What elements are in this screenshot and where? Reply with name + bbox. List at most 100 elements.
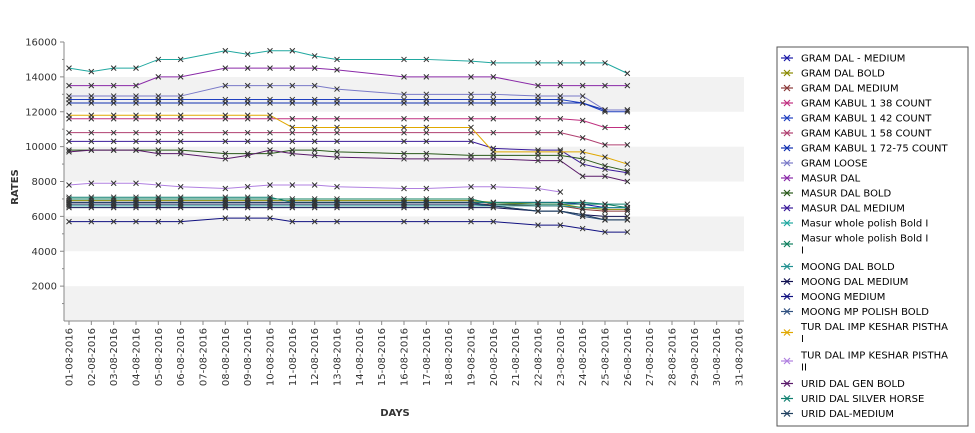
legend-label: MOONG DAL MEDIUM xyxy=(801,277,908,288)
data-point xyxy=(311,115,318,122)
legend-item: GRAM KABUL 1 38 COUNT xyxy=(781,99,932,110)
x-tick-label: 17-08-2016 xyxy=(422,328,433,386)
x-tick-label: 03-08-2016 xyxy=(109,328,120,386)
data-point xyxy=(244,82,251,89)
data-point xyxy=(177,194,184,201)
series xyxy=(66,100,631,113)
data-point xyxy=(423,100,430,106)
legend-swatch-marker xyxy=(783,159,791,167)
data-point xyxy=(177,138,184,145)
data-point xyxy=(88,129,95,136)
data-point xyxy=(267,147,273,153)
data-point xyxy=(133,180,139,187)
data-point xyxy=(244,183,251,190)
data-point xyxy=(423,138,430,145)
data-point xyxy=(244,152,251,159)
data-point xyxy=(177,183,184,190)
data-point xyxy=(535,157,541,164)
data-point xyxy=(490,155,497,162)
x-tick-label: 30-08-2016 xyxy=(712,328,723,386)
data-point xyxy=(334,183,340,190)
data-point xyxy=(401,100,407,106)
data-point xyxy=(557,157,564,164)
data-point xyxy=(110,199,117,206)
legend-swatch-marker xyxy=(783,293,791,300)
legend-label: URID DAL SILVER HORSE xyxy=(801,394,924,405)
data-point xyxy=(311,147,318,153)
data-point xyxy=(289,82,296,89)
legend-swatch-marker xyxy=(783,263,791,270)
legend-item: GRAM KABUL 1 42 COUNT xyxy=(781,114,932,125)
x-tick-label: 19-08-2016 xyxy=(467,328,478,386)
legend-label: GRAM DAL MEDIUM xyxy=(801,84,899,95)
data-point xyxy=(110,129,117,136)
data-point xyxy=(334,129,340,136)
data-point xyxy=(133,138,139,145)
data-point xyxy=(222,100,229,106)
data-point xyxy=(311,199,318,206)
data-point xyxy=(222,150,229,157)
x-axis-title: DAYS xyxy=(380,408,410,419)
data-point xyxy=(535,208,541,214)
data-point xyxy=(490,129,497,136)
data-point xyxy=(244,112,251,119)
data-point xyxy=(602,217,608,223)
data-point xyxy=(110,138,117,145)
data-point xyxy=(155,129,162,136)
data-point xyxy=(177,93,184,99)
data-point xyxy=(155,100,162,106)
data-point xyxy=(177,150,184,157)
data-point xyxy=(579,199,586,206)
legend-item: GRAM DAL MEDIUM xyxy=(781,84,899,95)
data-point xyxy=(155,182,162,188)
data-point xyxy=(468,91,474,98)
data-point xyxy=(624,178,631,185)
data-point xyxy=(66,65,72,72)
data-point xyxy=(66,129,72,136)
x-tick-label: 27-08-2016 xyxy=(645,328,656,386)
data-point xyxy=(133,100,139,106)
legend-item: MOONG MEDIUM xyxy=(781,292,885,303)
data-point xyxy=(222,155,229,162)
data-point xyxy=(490,183,497,190)
data-point xyxy=(133,82,139,89)
y-tick-label: 12000 xyxy=(25,107,57,118)
data-point xyxy=(602,173,608,180)
legend-label: MASUR DAL MEDIUM xyxy=(801,204,905,215)
data-point xyxy=(401,155,407,162)
data-point xyxy=(244,138,251,145)
legend-label: GRAM KABUL 1 42 COUNT xyxy=(801,114,932,125)
data-point xyxy=(289,218,296,225)
data-point xyxy=(490,115,497,122)
x-tick-label: 06-08-2016 xyxy=(176,328,187,386)
data-point xyxy=(289,182,296,188)
data-point xyxy=(110,82,117,89)
legend-swatch-marker xyxy=(783,410,791,417)
data-point xyxy=(267,129,273,136)
y-tick-label: 16000 xyxy=(25,38,57,49)
data-point xyxy=(535,82,541,89)
data-point xyxy=(66,138,72,145)
data-point xyxy=(602,60,608,66)
data-point xyxy=(66,93,72,99)
data-point xyxy=(155,93,162,99)
data-point xyxy=(311,65,318,72)
x-tick-label: 08-08-2016 xyxy=(221,328,232,386)
legend-label: MASUR DAL BOLD xyxy=(801,189,892,200)
data-point xyxy=(423,74,430,80)
data-point xyxy=(334,138,340,145)
data-point xyxy=(624,217,631,223)
data-point xyxy=(490,100,497,106)
x-tick-label: 01-08-2016 xyxy=(65,328,76,386)
data-point xyxy=(401,199,407,206)
data-point xyxy=(334,56,340,63)
data-point xyxy=(624,82,631,89)
data-point xyxy=(133,147,139,153)
data-point xyxy=(557,189,564,195)
data-point xyxy=(579,135,586,141)
plot-background xyxy=(64,42,744,321)
data-point xyxy=(624,229,631,235)
data-point xyxy=(423,115,430,122)
data-point xyxy=(311,100,318,106)
legend-label: TUR DAL IMP KESHAR PISTHA II xyxy=(800,351,948,374)
